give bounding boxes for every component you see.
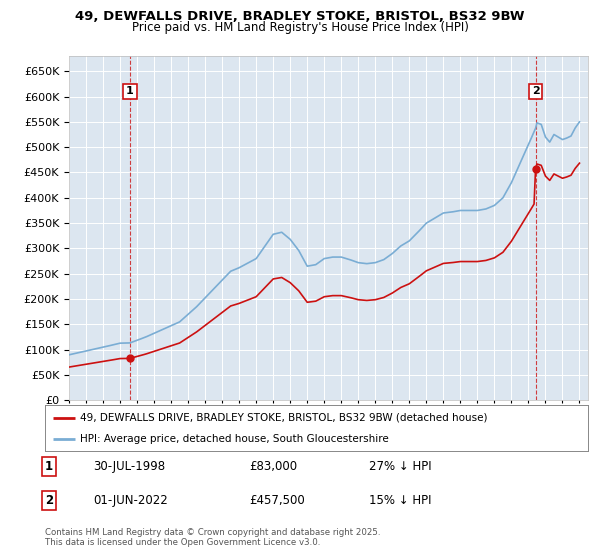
- Text: £83,000: £83,000: [249, 460, 297, 473]
- Text: 49, DEWFALLS DRIVE, BRADLEY STOKE, BRISTOL, BS32 9BW (detached house): 49, DEWFALLS DRIVE, BRADLEY STOKE, BRIST…: [80, 413, 488, 423]
- Text: 15% ↓ HPI: 15% ↓ HPI: [369, 494, 431, 507]
- Text: 1: 1: [45, 460, 53, 473]
- Text: £457,500: £457,500: [249, 494, 305, 507]
- Text: 30-JUL-1998: 30-JUL-1998: [93, 460, 165, 473]
- Text: 1: 1: [126, 86, 134, 96]
- Text: Contains HM Land Registry data © Crown copyright and database right 2025.
This d: Contains HM Land Registry data © Crown c…: [45, 528, 380, 547]
- Text: HPI: Average price, detached house, South Gloucestershire: HPI: Average price, detached house, Sout…: [80, 435, 389, 444]
- Text: 2: 2: [45, 494, 53, 507]
- Text: Price paid vs. HM Land Registry's House Price Index (HPI): Price paid vs. HM Land Registry's House …: [131, 21, 469, 34]
- Text: 2: 2: [532, 86, 539, 96]
- Text: 27% ↓ HPI: 27% ↓ HPI: [369, 460, 431, 473]
- Text: 01-JUN-2022: 01-JUN-2022: [93, 494, 168, 507]
- Text: 49, DEWFALLS DRIVE, BRADLEY STOKE, BRISTOL, BS32 9BW: 49, DEWFALLS DRIVE, BRADLEY STOKE, BRIST…: [75, 10, 525, 23]
